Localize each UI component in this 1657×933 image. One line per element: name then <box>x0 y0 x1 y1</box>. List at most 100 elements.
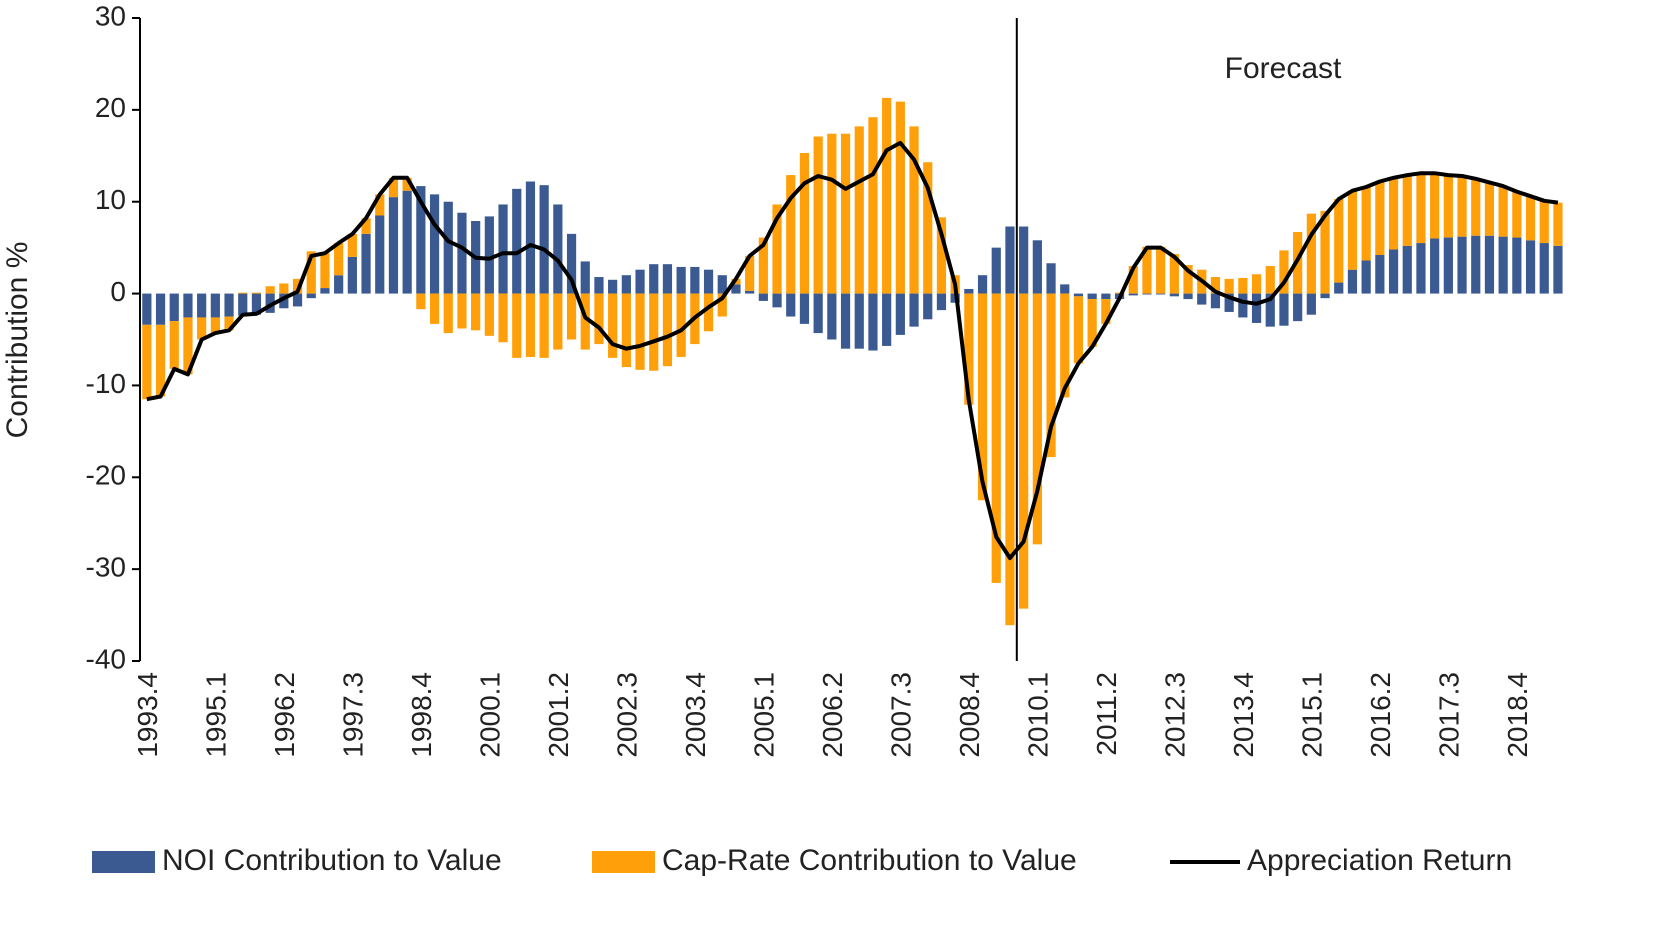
bar <box>1320 293 1330 299</box>
bar <box>964 293 974 405</box>
bar <box>594 293 604 345</box>
bar <box>1265 293 1275 327</box>
bar <box>923 293 933 320</box>
bar <box>347 256 357 294</box>
bar <box>1484 182 1495 236</box>
bar <box>1361 260 1371 294</box>
bar <box>1553 202 1563 246</box>
y-tick-label: -10 <box>86 368 126 399</box>
bar <box>621 275 631 294</box>
bar <box>1430 238 1440 294</box>
bar <box>183 317 193 375</box>
bar <box>662 264 673 294</box>
bar <box>224 316 234 331</box>
y-axis-label: Contribution % <box>1 242 34 439</box>
bar <box>1416 173 1426 244</box>
bar <box>621 293 631 368</box>
bar <box>183 293 193 318</box>
bar <box>964 288 974 294</box>
bar <box>895 101 905 294</box>
bar <box>210 317 220 334</box>
bar <box>334 275 344 294</box>
bar <box>1210 293 1221 309</box>
bar <box>717 293 727 317</box>
bar <box>1005 293 1015 626</box>
bar <box>827 133 837 294</box>
bar <box>649 264 659 294</box>
bar <box>882 293 892 346</box>
bar <box>498 204 508 294</box>
bar <box>1210 277 1221 294</box>
bar <box>1279 250 1289 294</box>
bar <box>1224 278 1234 294</box>
bar <box>1114 292 1125 294</box>
x-tick-label: 2011.2 <box>1091 672 1122 756</box>
bar <box>676 293 686 357</box>
bar <box>676 266 686 294</box>
bar <box>539 185 549 294</box>
y-tick-label: -30 <box>86 552 126 583</box>
bar <box>265 286 275 294</box>
bar <box>361 233 371 294</box>
bar <box>1498 236 1508 294</box>
bar <box>169 321 179 369</box>
bar <box>1265 266 1275 294</box>
bar <box>1060 284 1070 294</box>
y-tick-label: -40 <box>86 643 126 674</box>
bar <box>1430 173 1440 239</box>
bar <box>977 275 988 294</box>
bar <box>1046 263 1056 294</box>
bar <box>1512 191 1522 238</box>
bar <box>1046 293 1056 458</box>
bar <box>635 293 645 370</box>
bar <box>1457 175 1467 237</box>
x-tick-label: 2001.2 <box>543 672 574 758</box>
bar <box>251 293 262 315</box>
bar <box>717 275 727 294</box>
bar <box>868 293 878 351</box>
bar <box>334 243 344 276</box>
bar <box>813 293 823 334</box>
bar <box>936 293 947 311</box>
bar <box>608 279 618 294</box>
bar <box>1306 213 1316 294</box>
y-tick-label: 10 <box>95 184 126 215</box>
bar <box>484 293 494 336</box>
bar <box>347 233 357 257</box>
y-tick-label: -20 <box>86 460 126 491</box>
legend-label: Appreciation Return <box>1247 844 1512 877</box>
bar <box>1128 293 1138 296</box>
bar <box>251 292 262 294</box>
bar <box>1101 299 1111 324</box>
x-tick-label: 2008.4 <box>954 672 985 758</box>
bar <box>745 290 755 294</box>
bar <box>1251 293 1262 323</box>
bar <box>279 293 289 309</box>
bar <box>786 293 796 317</box>
bar <box>813 136 823 294</box>
bar <box>1087 299 1097 347</box>
bar <box>197 293 207 318</box>
bar <box>703 293 714 332</box>
bar <box>840 133 851 294</box>
bar <box>1498 186 1508 237</box>
bar <box>909 126 919 294</box>
bar <box>566 293 577 340</box>
bar <box>758 293 768 301</box>
bar <box>1156 293 1166 295</box>
bar <box>1019 226 1029 294</box>
bar <box>1306 293 1316 315</box>
bar <box>936 217 947 294</box>
bar <box>1156 246 1166 294</box>
bar <box>1402 245 1412 294</box>
bar <box>1484 235 1495 294</box>
bar <box>1183 265 1193 294</box>
bar <box>1238 277 1248 294</box>
bar <box>1087 293 1097 300</box>
bar <box>635 269 645 294</box>
bar <box>1539 200 1549 244</box>
bar <box>471 293 481 331</box>
bar <box>1347 269 1358 294</box>
bar <box>786 175 796 294</box>
bar <box>1388 177 1399 250</box>
